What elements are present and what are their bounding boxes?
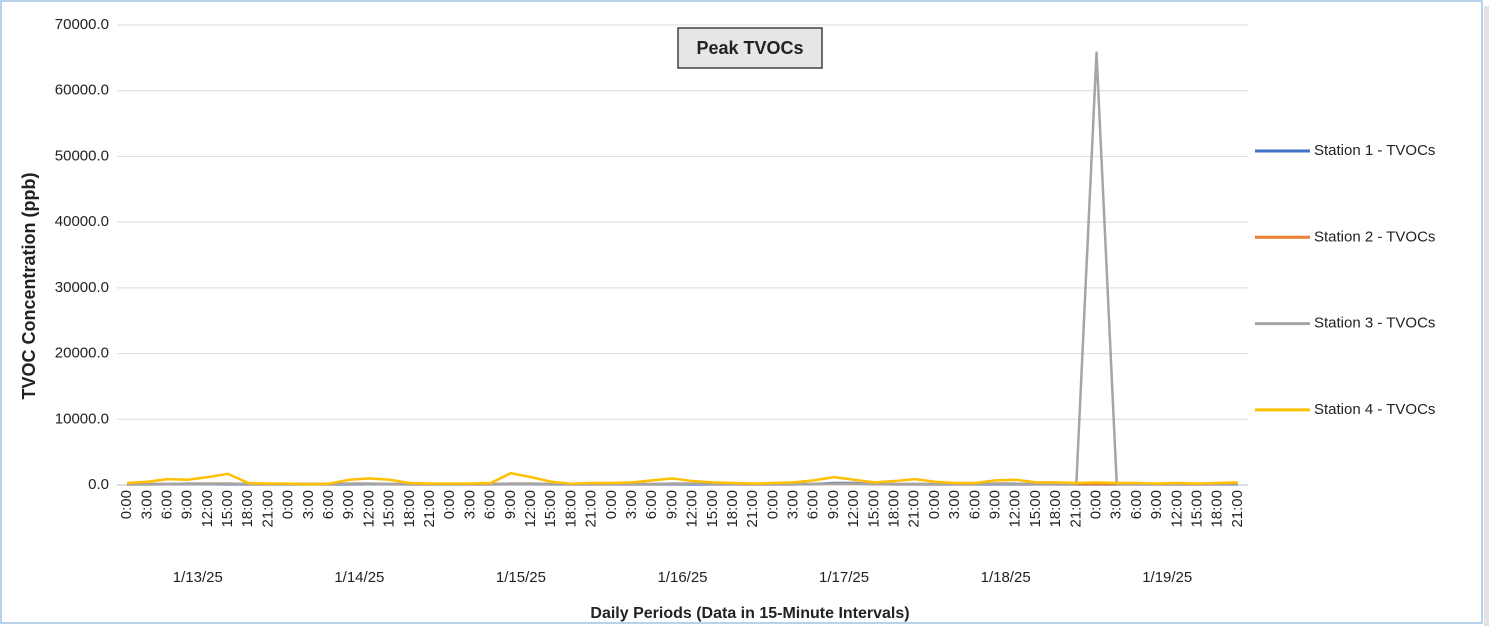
legend-label: Station 1 - TVOCs <box>1314 142 1435 159</box>
x-tick-label: 21:00 <box>1229 490 1246 528</box>
title-box <box>677 27 823 69</box>
x-tick-label: 0:00 <box>764 490 781 519</box>
x-tick-label: 15:00 <box>1027 490 1044 528</box>
x-tick-label: 21:00 <box>744 490 761 528</box>
x-tick-label: 15:00 <box>381 490 398 528</box>
legend-label: Station 3 - TVOCs <box>1314 315 1435 332</box>
x-tick-label: 6:00 <box>1128 490 1145 519</box>
x-tick-label: 12:00 <box>360 490 377 528</box>
x-tick-label: 12:00 <box>1007 490 1024 528</box>
x-tick-label: 18:00 <box>886 490 903 528</box>
y-axis-title: TVOC Concentration (ppb) <box>19 173 39 400</box>
x-tick-label: 12:00 <box>522 490 539 528</box>
x-tick-label: 18:00 <box>239 490 256 528</box>
x-tick-label: 3:00 <box>946 490 963 519</box>
x-tick-label: 9:00 <box>179 490 196 519</box>
x-tick-label: 9:00 <box>502 490 519 519</box>
x-tick-label: 21:00 <box>259 490 276 528</box>
y-tick-label: 50000.0 <box>55 147 109 164</box>
x-tick-label: 9:00 <box>825 490 842 519</box>
day-label: 1/14/25 <box>334 569 384 586</box>
x-tick-label: 0:00 <box>118 490 135 519</box>
x-tick-label: 6:00 <box>966 490 983 519</box>
y-tick-label: 20000.0 <box>55 345 109 362</box>
x-tick-label: 21:00 <box>1067 490 1084 528</box>
x-tick-label: 12:00 <box>1168 490 1185 528</box>
x-tick-label: 18:00 <box>401 490 418 528</box>
legend-label: Station 2 - TVOCs <box>1314 228 1435 245</box>
day-label: 1/15/25 <box>496 569 546 586</box>
x-tick-label: 3:00 <box>461 490 478 519</box>
x-tick-label: 3:00 <box>300 490 317 519</box>
day-label: 1/16/25 <box>657 569 707 586</box>
x-tick-label: 15:00 <box>865 490 882 528</box>
x-tick-label: 3:00 <box>1108 490 1125 519</box>
x-tick-label: 15:00 <box>219 490 236 528</box>
x-tick-label: 3:00 <box>138 490 155 519</box>
x-tick-label: 9:00 <box>663 490 680 519</box>
shadow <box>1484 6 1489 626</box>
x-tick-label: 6:00 <box>805 490 822 519</box>
x-tick-label: 0:00 <box>441 490 458 519</box>
y-tick-label: 10000.0 <box>55 410 109 427</box>
series-line <box>127 471 1238 486</box>
x-tick-label: 6:00 <box>158 490 175 519</box>
x-tick-label: 21:00 <box>421 490 438 528</box>
y-tick-label: 0.0 <box>88 476 109 493</box>
chart-title: Peak TVOCs <box>696 38 803 58</box>
y-tick-label: 70000.0 <box>55 16 109 33</box>
x-tick-label: 12:00 <box>199 490 216 528</box>
x-tick-label: 0:00 <box>1087 490 1104 519</box>
x-tick-label: 9:00 <box>340 490 357 519</box>
x-tick-label: 15:00 <box>1188 490 1205 528</box>
x-tick-label: 12:00 <box>684 490 701 528</box>
x-tick-label: 0:00 <box>926 490 943 519</box>
x-tick-label: 21:00 <box>906 490 923 528</box>
x-tick-label: 6:00 <box>643 490 660 519</box>
day-label: 1/17/25 <box>819 569 869 586</box>
legend-label: Station 4 - TVOCs <box>1314 401 1435 418</box>
day-label: 1/13/25 <box>173 569 223 586</box>
y-tick-label: 30000.0 <box>55 279 109 296</box>
x-axis-title: Daily Periods (Data in 15-Minute Interva… <box>590 605 909 622</box>
x-tick-label: 0:00 <box>280 490 297 519</box>
x-tick-label: 0:00 <box>603 490 620 519</box>
x-tick-label: 18:00 <box>724 490 741 528</box>
x-tick-label: 18:00 <box>1209 490 1226 528</box>
x-tick-label: 21:00 <box>583 490 600 528</box>
x-tick-label: 9:00 <box>1148 490 1165 519</box>
x-tick-label: 18:00 <box>1047 490 1064 528</box>
day-label: 1/19/25 <box>1142 569 1192 586</box>
x-tick-label: 6:00 <box>320 490 337 519</box>
y-tick-label: 40000.0 <box>55 213 109 230</box>
y-tick-label: 60000.0 <box>55 82 109 99</box>
x-tick-label: 15:00 <box>542 490 559 528</box>
x-tick-label: 3:00 <box>623 490 640 519</box>
x-tick-label: 3:00 <box>785 490 802 519</box>
x-tick-label: 6:00 <box>482 490 499 519</box>
x-tick-label: 15:00 <box>704 490 721 528</box>
x-tick-label: 18:00 <box>562 490 579 528</box>
x-tick-label: 12:00 <box>845 490 862 528</box>
day-label: 1/18/25 <box>981 569 1031 586</box>
x-tick-label: 9:00 <box>987 490 1004 519</box>
